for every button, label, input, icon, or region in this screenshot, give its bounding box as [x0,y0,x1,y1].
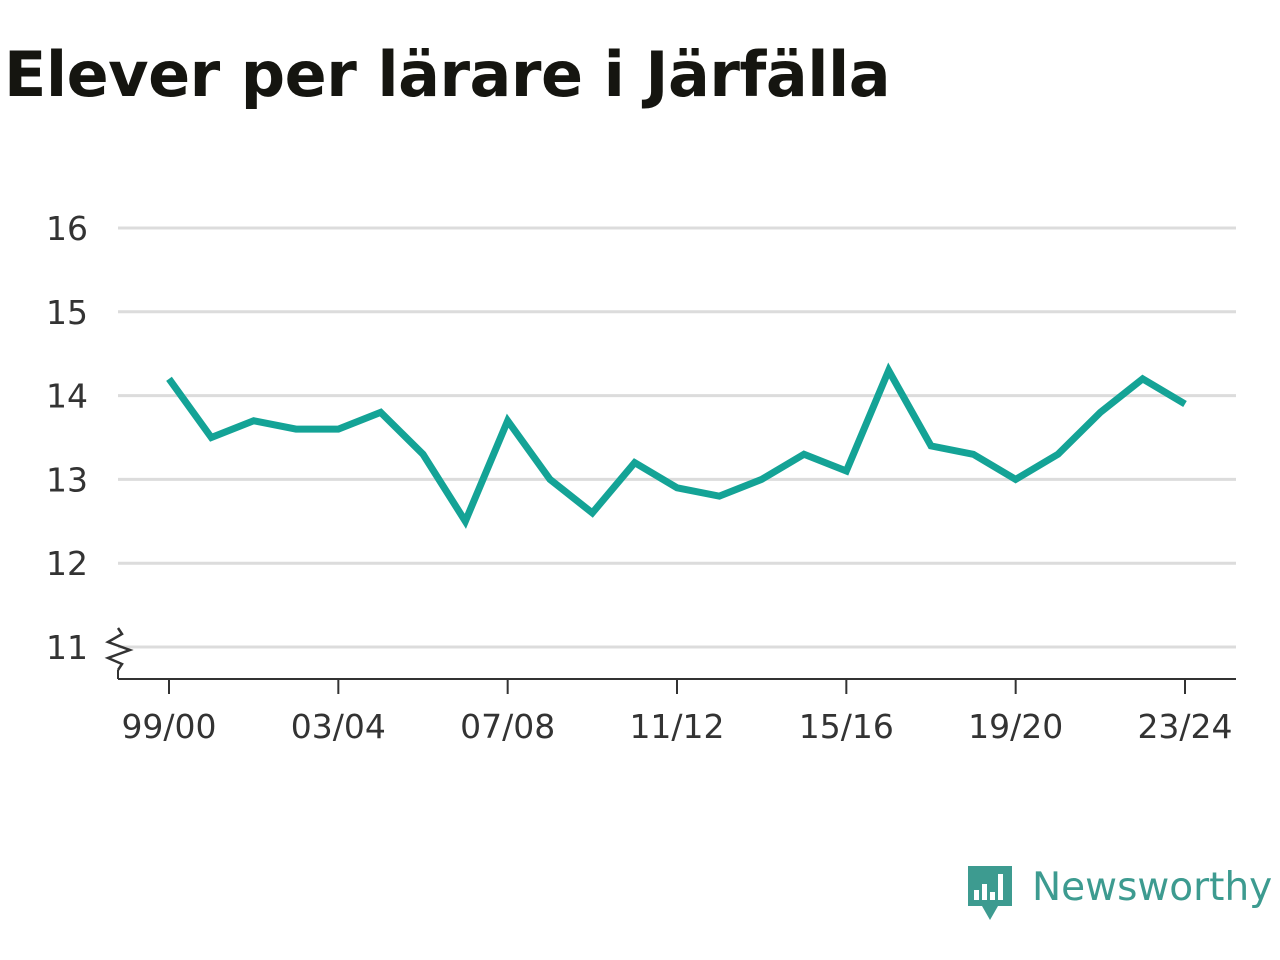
brand-logo: Newsworthy [964,862,1280,928]
y-tick-label: 12 [46,544,88,583]
y-tick-label: 14 [46,377,88,416]
x-axis-ticks: 99/00 03/04 07/08 11/12 15/16 19/20 23/24 [121,679,1233,746]
y-axis-break-icon [104,627,134,671]
gridlines [118,226,1236,649]
x-axis [104,627,1236,680]
series-line [166,362,1187,529]
y-axis-ticks: 11 12 13 14 15 16 [46,209,88,667]
y-tick-label: 11 [46,628,88,667]
x-tick-label: 19/20 [968,707,1063,746]
series-layer [166,362,1187,529]
y-tick-label: 13 [46,460,88,499]
chart-title: Elever per lärare i Järfälla [4,38,891,111]
x-tick-label: 07/08 [460,707,555,746]
x-tick-label: 99/00 [121,707,216,746]
x-tick-label: 03/04 [291,707,386,746]
y-tick-label: 16 [46,209,88,248]
x-tick-label: 11/12 [629,707,724,746]
x-tick-label: 23/24 [1137,707,1232,746]
x-tick-label: 15/16 [799,707,894,746]
y-tick-label: 15 [46,293,88,332]
brand-name: Newsworthy [1032,865,1273,910]
newsworthy-logo-icon [968,866,1012,920]
